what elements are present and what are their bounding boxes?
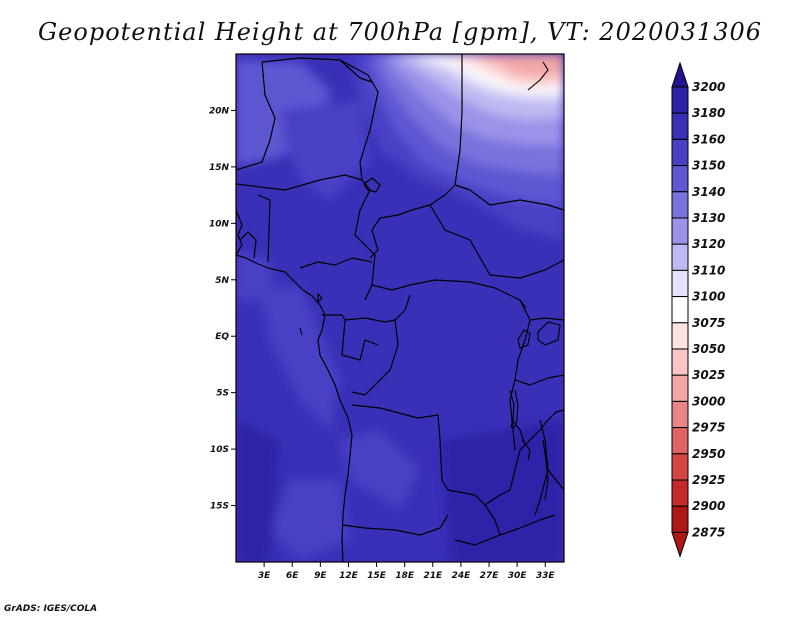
colorbar-label: 3120 — [692, 237, 725, 251]
colorbar-swatch — [671, 138, 689, 167]
colorbar-label: 3050 — [692, 342, 725, 356]
colorbar-label: 3140 — [692, 185, 725, 199]
lon-tick-label: 33E — [536, 571, 556, 581]
colorbar-swatch — [671, 479, 689, 507]
colorbar-swatch — [671, 400, 689, 429]
colorbar-swatch — [671, 165, 689, 193]
colorbar-label: 2975 — [692, 421, 725, 435]
colorbar-label: 3075 — [692, 316, 725, 330]
lon-tick-label: 27E — [480, 571, 500, 581]
lon-tick-label: 3E — [258, 571, 271, 581]
lat-tick-label: 15S — [210, 502, 229, 512]
lon-tick-label: 6E — [286, 571, 299, 581]
colorbar-label: 3110 — [692, 263, 725, 277]
colorbar-label: 3180 — [692, 106, 725, 120]
colorbar-label: 3200 — [692, 80, 725, 94]
lat-tick-label: 15N — [209, 163, 230, 173]
lon-tick-label: 24E — [452, 571, 472, 581]
latitude-ticks: 20N 15N 10N 5N EQ 5S 10S 15S — [209, 106, 236, 512]
colorbar: 3200 3180 3160 3150 3140 3130 3120 3110 3100 3075… — [671, 61, 725, 558]
colorbar-label: 2925 — [692, 473, 725, 487]
lat-tick-label: 10S — [210, 445, 229, 455]
colorbar-swatch — [671, 191, 689, 219]
colorbar-label: 2950 — [692, 447, 725, 461]
longitude-ticks: 3E 6E 9E 12E 15E 18E 21E 24E 27E 30E 33E — [258, 562, 556, 581]
colorbar-label: 3025 — [692, 368, 725, 382]
colorbar-swatch — [671, 86, 689, 114]
lon-tick-label: 15E — [367, 571, 387, 581]
colorbar-swatch — [671, 112, 689, 140]
colorbar-swatch — [671, 322, 689, 350]
lon-tick-label: 21E — [423, 571, 443, 581]
colorbar-min-arrow — [671, 531, 689, 558]
country-borders — [236, 54, 564, 562]
contour-field — [236, 54, 564, 562]
colorbar-swatch — [671, 243, 689, 271]
map-frame — [235, 53, 565, 563]
map-title: Geopotential Height at 700hPa [gpm], VT:… — [38, 18, 762, 46]
colorbar-swatch — [671, 348, 689, 376]
lat-tick-label: 10N — [209, 219, 230, 229]
lat-tick-label: 5N — [215, 276, 229, 286]
colorbar-swatch — [671, 374, 689, 402]
lon-tick-label: 12E — [339, 571, 359, 581]
lon-tick-label: 18E — [395, 571, 415, 581]
colorbar-label: 3150 — [692, 159, 725, 173]
colorbar-swatch — [671, 269, 689, 298]
colorbar-swatch — [671, 453, 689, 481]
lakes — [299, 61, 561, 501]
lat-tick-label: EQ — [215, 332, 229, 342]
colorbar-label: 2875 — [692, 525, 725, 539]
colorbar-swatch — [671, 217, 689, 245]
colorbar-label: 3100 — [692, 290, 725, 304]
colorbar-swatch — [671, 427, 689, 455]
colorbar-max-arrow — [671, 61, 689, 88]
colorbar-label: 3130 — [692, 211, 725, 225]
colorbar-swatch — [671, 505, 689, 533]
colorbar-label: 3160 — [692, 132, 725, 146]
grads-credit: GrADS: IGES/COLA — [4, 604, 98, 614]
colorbar-label: 2900 — [692, 499, 725, 513]
colorbar-swatch — [671, 296, 689, 324]
lon-tick-label: 9E — [314, 571, 327, 581]
lat-tick-label: 20N — [209, 106, 230, 116]
colorbar-label: 3000 — [692, 394, 725, 408]
lon-tick-label: 30E — [508, 571, 528, 581]
lat-tick-label: 5S — [216, 389, 229, 399]
